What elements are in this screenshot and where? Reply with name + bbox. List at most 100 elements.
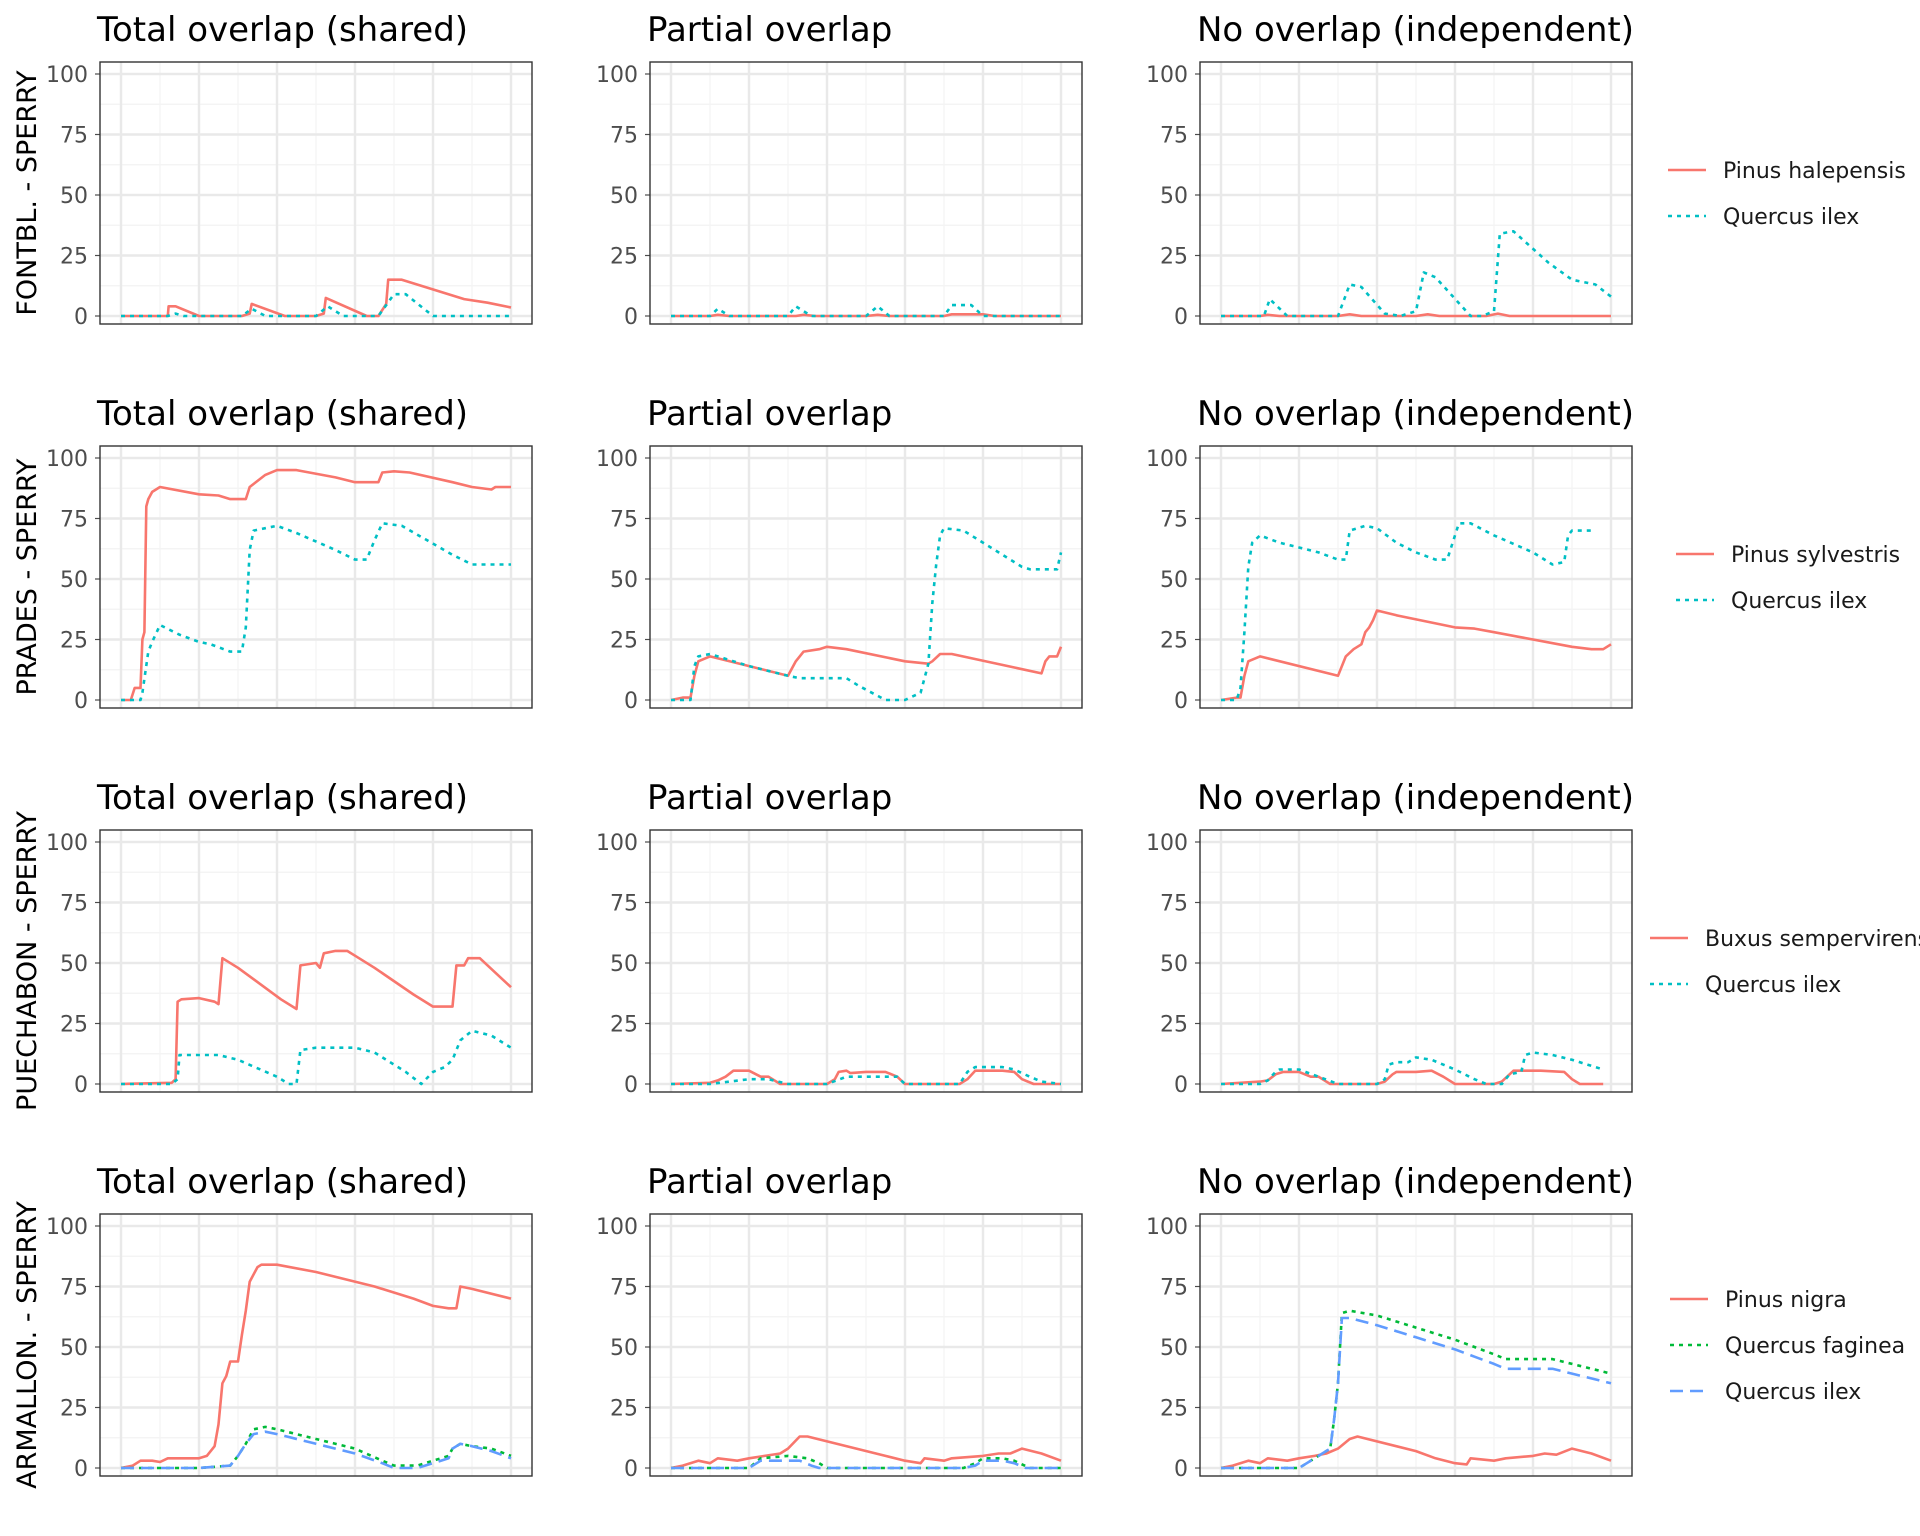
chart-panel: Total overlap (shared) 0 25 50 75 100: [46, 778, 533, 1098]
y-tick-label: 0: [624, 1457, 638, 1482]
y-tick-label: 100: [1146, 1215, 1188, 1240]
y-tick-label: 50: [60, 568, 88, 593]
panel-title: No overlap (independent): [1197, 10, 1634, 50]
y-tick-label: 50: [1160, 952, 1188, 977]
y-tick-label: 25: [60, 1397, 88, 1422]
y-tick-label: 75: [60, 508, 88, 533]
chart-panel: Total overlap (shared) 0 25 50 75 100: [46, 394, 533, 714]
y-tick-label: 50: [610, 184, 638, 209]
y-tick-label: 100: [1146, 831, 1188, 856]
chart-panel: Partial overlap 0 25 50 75 100: [596, 10, 1083, 330]
series-line: [120, 949, 512, 1086]
series-line: [1221, 522, 1596, 702]
y-tick-label: 100: [596, 63, 638, 88]
panel-title: Partial overlap: [647, 394, 892, 434]
y-tick-label: 100: [46, 447, 88, 472]
legend-label: Pinus nigra: [1725, 1288, 1847, 1313]
y-tick-label: 100: [1146, 447, 1188, 472]
series-line: [121, 1430, 512, 1470]
y-tick-label: 75: [610, 124, 638, 149]
series-line: [671, 526, 1063, 702]
legend-label: Pinus sylvestris: [1731, 543, 1900, 568]
y-tick-label: 50: [1160, 568, 1188, 593]
y-tick-label: 50: [610, 1336, 638, 1361]
series-line: [1221, 230, 1612, 318]
y-tick-label: 75: [60, 892, 88, 917]
chart-panel: No overlap (independent) 0 25 50 75 100: [1146, 394, 1634, 714]
y-tick-label: 50: [60, 1336, 88, 1361]
chart-panel: No overlap (independent) 0 25 50 75 100: [1146, 1162, 1634, 1482]
panel-frame: [1199, 829, 1633, 1093]
series-line: [121, 468, 511, 702]
series-line: [1220, 609, 1612, 702]
y-tick-label: 100: [596, 447, 638, 472]
legend: Pinus sylvestris Quercus ilex: [1676, 543, 1900, 614]
panel-frame: [1199, 1213, 1633, 1477]
panel-title: Partial overlap: [647, 1162, 892, 1202]
y-tick-label: 0: [74, 1073, 88, 1098]
y-tick-label: 25: [610, 1013, 638, 1038]
panel-title: Total overlap (shared): [96, 1162, 468, 1202]
y-tick-label: 25: [60, 1013, 88, 1038]
series-line: [1220, 1435, 1612, 1470]
y-tick-label: 75: [610, 1276, 638, 1301]
y-tick-label: 100: [596, 831, 638, 856]
legend: Buxus sempervirens Quercus ilex: [1650, 927, 1920, 998]
series-line: [670, 1435, 1062, 1470]
chart-panel: No overlap (independent) 0 25 50 75 100: [1146, 10, 1634, 330]
series-line: [671, 1459, 1061, 1470]
y-tick-label: 75: [60, 1276, 88, 1301]
y-tick-label: 75: [1160, 508, 1188, 533]
y-tick-label: 75: [1160, 124, 1188, 149]
panel-frame: [99, 1213, 533, 1477]
legend-label: Quercus ilex: [1731, 589, 1867, 614]
facet-row: ARMALLON. - SPERRY Total overlap (shared)…: [12, 1162, 1905, 1489]
panel-title: Partial overlap: [647, 10, 892, 50]
y-tick-label: 25: [1160, 1013, 1188, 1038]
panel-frame: [649, 829, 1083, 1093]
y-tick-label: 100: [46, 1215, 88, 1240]
chart-panel: Partial overlap 0 25 50 75 100: [596, 778, 1083, 1098]
series-line: [121, 1029, 512, 1086]
chart-panel: Total overlap (shared) 0 25 50 75 100: [46, 10, 533, 330]
y-tick-label: 100: [1146, 63, 1188, 88]
series-line: [1221, 312, 1611, 318]
y-tick-label: 0: [74, 305, 88, 330]
y-tick-label: 25: [610, 629, 638, 654]
row-strip-label: FONTBL. - SPERRY: [12, 70, 43, 316]
panel-title: No overlap (independent): [1197, 394, 1634, 434]
legend: Pinus halepensis Quercus ilex: [1668, 159, 1906, 230]
panel-title: Total overlap (shared): [96, 394, 468, 434]
y-tick-label: 75: [60, 124, 88, 149]
y-tick-label: 0: [624, 305, 638, 330]
series-line: [670, 1069, 1061, 1086]
chart-panel: Total overlap (shared) 0 25 50 75 100: [46, 1162, 533, 1482]
y-tick-label: 0: [1174, 689, 1188, 714]
y-tick-label: 50: [60, 184, 88, 209]
panel-frame: [1199, 61, 1633, 325]
series-line: [1221, 1051, 1604, 1086]
y-tick-label: 0: [74, 689, 88, 714]
y-tick-label: 25: [60, 629, 88, 654]
legend-label: Buxus sempervirens: [1705, 927, 1920, 952]
panel-frame: [649, 1213, 1083, 1477]
series-line: [671, 1454, 1061, 1470]
legend-label: Pinus halepensis: [1723, 159, 1906, 184]
panel-frame: [99, 61, 533, 325]
panel-frame: [99, 829, 533, 1093]
series-line: [671, 303, 1061, 318]
y-tick-label: 0: [624, 1073, 638, 1098]
y-tick-label: 100: [46, 63, 88, 88]
panel-frame: [649, 61, 1083, 325]
y-tick-label: 25: [610, 1397, 638, 1422]
row-strip-label: ARMALLON. - SPERRY: [12, 1201, 43, 1489]
y-tick-label: 25: [60, 245, 88, 270]
y-tick-label: 0: [1174, 1457, 1188, 1482]
series-line: [1221, 1309, 1612, 1470]
panel-title: No overlap (independent): [1197, 778, 1634, 818]
y-tick-label: 50: [1160, 1336, 1188, 1361]
legend-label: Quercus ilex: [1723, 205, 1859, 230]
y-tick-label: 25: [610, 245, 638, 270]
